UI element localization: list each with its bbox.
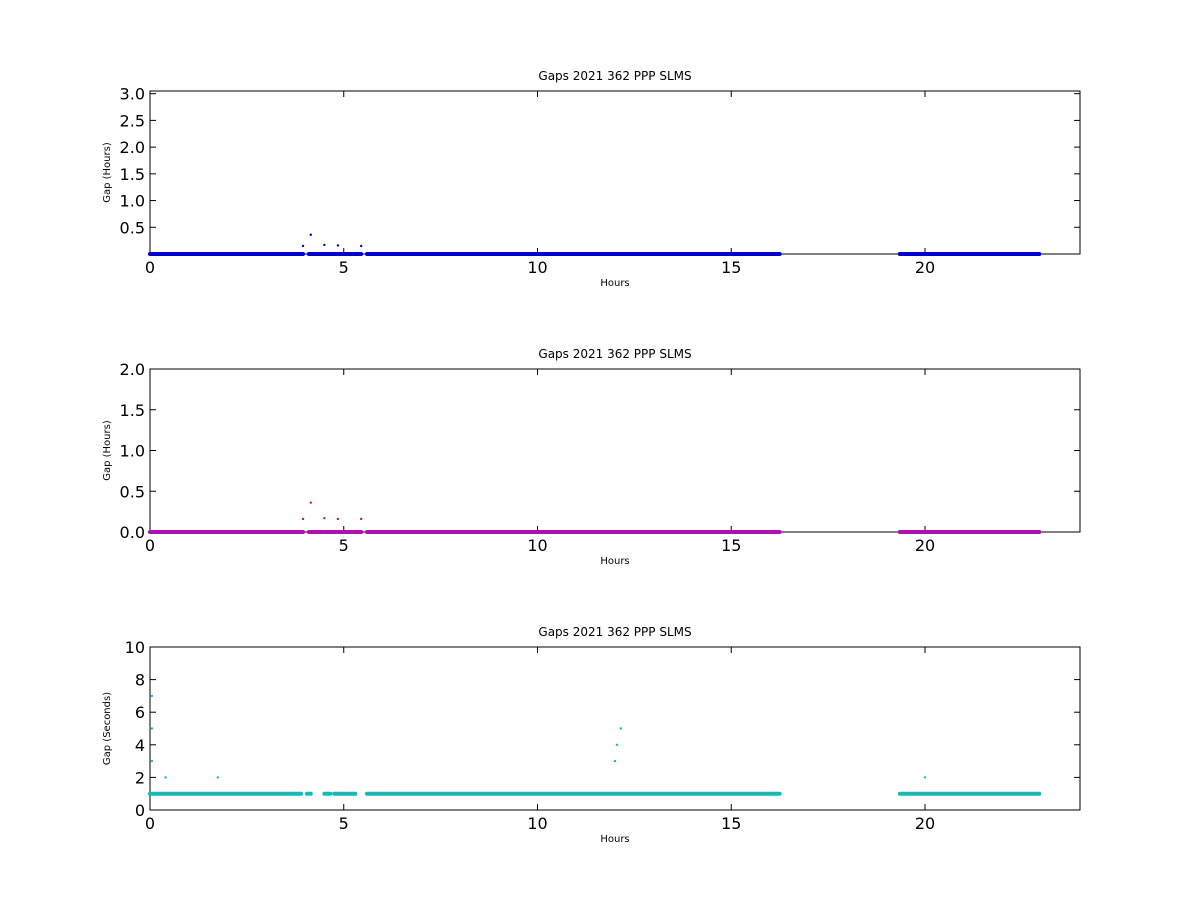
y-tick-label: 8 bbox=[135, 671, 145, 690]
y-tick-label: 1.5 bbox=[120, 165, 145, 184]
data-point bbox=[216, 776, 220, 779]
x-tick-label: 15 bbox=[721, 536, 741, 555]
y-tick-label: 1.5 bbox=[120, 401, 145, 420]
chart-panel-1: Gaps 2021 362 PPP SLMS Hours Gap (Hours) 0 5… bbox=[102, 69, 1081, 289]
x-tick-label: 20 bbox=[915, 536, 935, 555]
axes-frame bbox=[149, 90, 1081, 255]
x-tick-label: 20 bbox=[915, 814, 935, 833]
x-tick-label: 0 bbox=[145, 814, 155, 833]
y-tick-label: 2.5 bbox=[120, 111, 145, 130]
data-point bbox=[309, 233, 313, 236]
y-tick-label: 0.5 bbox=[120, 218, 145, 237]
y-axis-label: Gap (Seconds) bbox=[102, 692, 113, 765]
data-point bbox=[309, 501, 313, 504]
y-tick-label: 10 bbox=[125, 638, 145, 657]
chart-title: Gaps 2021 362 PPP SLMS bbox=[538, 69, 691, 83]
data-point bbox=[150, 694, 154, 698]
x-tick-label: 15 bbox=[721, 258, 741, 277]
y-tick-label: 1.0 bbox=[120, 442, 145, 461]
data-point bbox=[615, 743, 619, 746]
x-tick-label: 0 bbox=[145, 258, 155, 277]
data-point bbox=[613, 759, 617, 763]
y-tick-label: 0.5 bbox=[120, 482, 145, 501]
chart-title: Gaps 2021 362 PPP SLMS bbox=[538, 625, 691, 639]
data-point bbox=[923, 776, 927, 779]
data-point bbox=[150, 759, 154, 763]
x-tick-label: 10 bbox=[527, 258, 547, 277]
y-tick-label: 4 bbox=[135, 736, 145, 755]
x-tick-label: 10 bbox=[527, 814, 547, 833]
data-point bbox=[359, 244, 363, 248]
y-tick-label: 0.0 bbox=[120, 523, 145, 542]
x-tick-label: 5 bbox=[339, 814, 349, 833]
chart-title: Gaps 2021 362 PPP SLMS bbox=[538, 347, 691, 361]
y-tick-label: 6 bbox=[135, 703, 145, 722]
y-axis-label: Gap (Hours) bbox=[102, 142, 113, 203]
data-point bbox=[336, 244, 340, 247]
x-axis-label: Hours bbox=[600, 556, 629, 567]
x-tick-label: 15 bbox=[721, 814, 741, 833]
x-tick-label: 10 bbox=[527, 536, 547, 555]
x-tick-label: 5 bbox=[339, 258, 349, 277]
data-point bbox=[336, 517, 340, 521]
data-point bbox=[301, 517, 305, 521]
y-tick-label: 2.0 bbox=[120, 360, 145, 379]
y-tick-label: 2 bbox=[135, 768, 145, 787]
y-tick-label: 3.0 bbox=[120, 85, 145, 104]
data-point bbox=[150, 727, 154, 730]
data-point bbox=[323, 243, 326, 247]
y-tick-label: 1.0 bbox=[120, 192, 145, 211]
data-point bbox=[619, 727, 623, 730]
axes-frame bbox=[149, 646, 1081, 811]
x-tick-label: 20 bbox=[915, 258, 935, 277]
y-tick-label: 2.0 bbox=[120, 138, 145, 157]
x-tick-label: 5 bbox=[339, 536, 349, 555]
y-axis-label: Gap (Hours) bbox=[102, 420, 113, 481]
chart-panel-2: Gaps 2021 362 PPP SLMS Hours Gap (Hours) 0 5… bbox=[102, 347, 1081, 567]
x-axis-label: Hours bbox=[600, 278, 629, 289]
y-tick-label: 0 bbox=[135, 801, 145, 820]
x-axis-label: Hours bbox=[600, 834, 629, 845]
x-tick-label: 0 bbox=[145, 536, 155, 555]
data-point bbox=[164, 776, 167, 779]
data-point bbox=[323, 516, 326, 520]
axes-frame bbox=[149, 368, 1081, 533]
data-point bbox=[359, 517, 363, 521]
chart-panel-3: Gaps 2021 362 PPP SLMS Hours Gap (Seconds)… bbox=[102, 625, 1081, 845]
data-point bbox=[301, 244, 305, 248]
